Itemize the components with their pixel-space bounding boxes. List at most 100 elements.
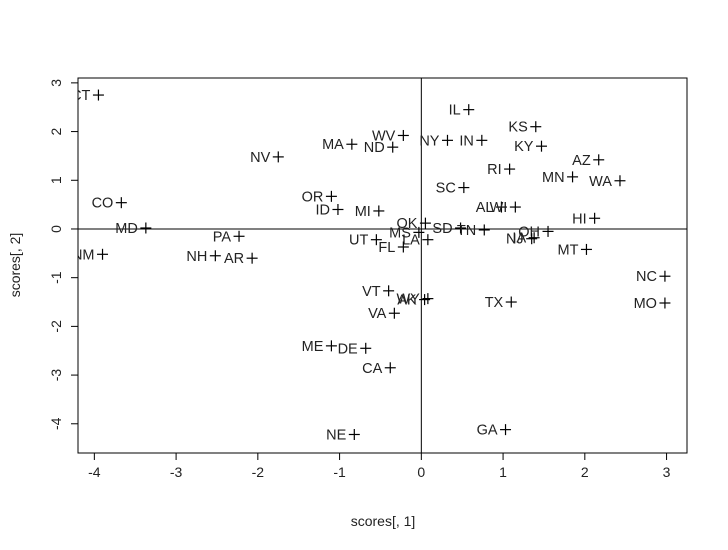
point-label: NV — [250, 150, 270, 166]
point-ma: MA — [322, 137, 358, 153]
point-ct: CT — [71, 88, 104, 104]
point-label: CA — [362, 361, 382, 377]
point-label: WY — [397, 292, 421, 308]
point-ia: IA — [512, 231, 540, 247]
point-tx: TX — [485, 295, 517, 311]
y-tick-label: -2 — [48, 320, 64, 333]
point-label: IN — [459, 133, 474, 149]
plot-frame — [77, 77, 688, 454]
point-label: NY — [419, 133, 439, 149]
y-axis-title: scores[, 2] — [7, 233, 23, 298]
point-label: KY — [514, 139, 534, 155]
y-tick-label: -1 — [48, 271, 64, 284]
point-nh: NH — [186, 249, 221, 265]
point-nd: ND — [364, 140, 399, 156]
point-label: CT — [71, 88, 90, 104]
point-label: OK — [396, 216, 417, 232]
point-label: NC — [636, 269, 657, 285]
y-tick-label: 1 — [48, 176, 64, 184]
point-label: UT — [349, 233, 368, 249]
point-label: GA — [477, 423, 498, 439]
point-ms: MS — [389, 225, 425, 241]
point-label: IL — [449, 103, 461, 119]
point-ne: NE — [326, 427, 360, 443]
y-tick-label: 3 — [48, 79, 64, 87]
point-label: NJ — [506, 232, 524, 248]
point-ky: KY — [514, 139, 547, 155]
point-label: WV — [372, 128, 396, 144]
point-label: OR — [302, 189, 324, 205]
point-label: KS — [508, 120, 527, 136]
point-label: MN — [542, 170, 565, 186]
point-mn: MN — [542, 170, 579, 186]
point-ok: OK — [396, 216, 431, 232]
y-tick-label: 0 — [48, 225, 64, 233]
x-tick-label: 3 — [663, 464, 671, 480]
point-fl: FL — [378, 240, 409, 256]
point-label: ID — [315, 202, 330, 218]
point-label: TN — [457, 223, 476, 239]
x-tick-label: 0 — [417, 464, 425, 480]
point-la: LA — [402, 233, 434, 249]
point-label: MI — [355, 204, 371, 220]
point-label: NH — [186, 249, 207, 265]
point-pa: PA — [213, 229, 245, 245]
point-label: MO — [634, 296, 657, 312]
point-mi: MI — [355, 204, 385, 220]
point-ak: AK — [397, 293, 431, 309]
point-il: IL — [449, 103, 475, 119]
point-ri: RI — [487, 162, 516, 178]
point-ga: GA — [477, 423, 512, 439]
point-ca: CA — [362, 361, 396, 377]
y-tick-label: 2 — [48, 127, 64, 135]
point-or: OR — [302, 189, 337, 205]
point-in: IN — [459, 133, 488, 149]
point-nc: NC — [636, 269, 671, 285]
point-co: CO — [92, 196, 127, 212]
x-tick-label: -2 — [252, 464, 265, 480]
point-tn: TN — [457, 223, 490, 239]
point-label: RI — [487, 162, 502, 178]
point-me: ME — [302, 339, 337, 355]
point-ks: KS — [508, 120, 542, 136]
point-sc: SC — [436, 181, 470, 197]
y-tick-label: -4 — [48, 417, 64, 430]
point-label: ME — [302, 339, 324, 355]
point-label: ND — [364, 140, 385, 156]
x-tick-label: 2 — [581, 464, 589, 480]
x-tick-label: -1 — [333, 464, 346, 480]
point-wv: WV — [372, 128, 409, 144]
point-label: AL — [476, 200, 494, 216]
point-label: MA — [322, 137, 344, 153]
point-label: LA — [402, 233, 420, 249]
point-label: VA — [368, 306, 387, 322]
point-nv: NV — [250, 150, 284, 166]
point-wa: WA — [589, 174, 626, 190]
point-label: VT — [362, 284, 381, 300]
point-label: MS — [389, 225, 411, 241]
point-label: AZ — [572, 153, 591, 169]
point-wi: WI — [490, 200, 521, 216]
point-al: AL — [476, 200, 507, 216]
point-label: HI — [572, 211, 587, 227]
point-label: SD — [432, 221, 452, 237]
point-label: IA — [512, 231, 526, 247]
point-id: ID — [315, 202, 344, 218]
y-tick-label: -3 — [48, 369, 64, 382]
point-mt: MT — [558, 242, 592, 258]
x-tick-label: -4 — [88, 464, 101, 480]
point-va: VA — [368, 306, 400, 322]
point-vt: VT — [362, 284, 395, 300]
point-label: WI — [490, 200, 508, 216]
point-label: AK — [397, 293, 417, 309]
point-label: NM — [72, 247, 95, 263]
point-label: PA — [213, 229, 232, 245]
x-tick-label: -3 — [170, 464, 183, 480]
point-de: DE — [338, 341, 372, 357]
x-axis-title: scores[, 1] — [351, 513, 416, 529]
point-ar: AR — [224, 251, 258, 267]
point-label: MD — [115, 221, 138, 237]
point-nj: NJ — [506, 232, 538, 248]
